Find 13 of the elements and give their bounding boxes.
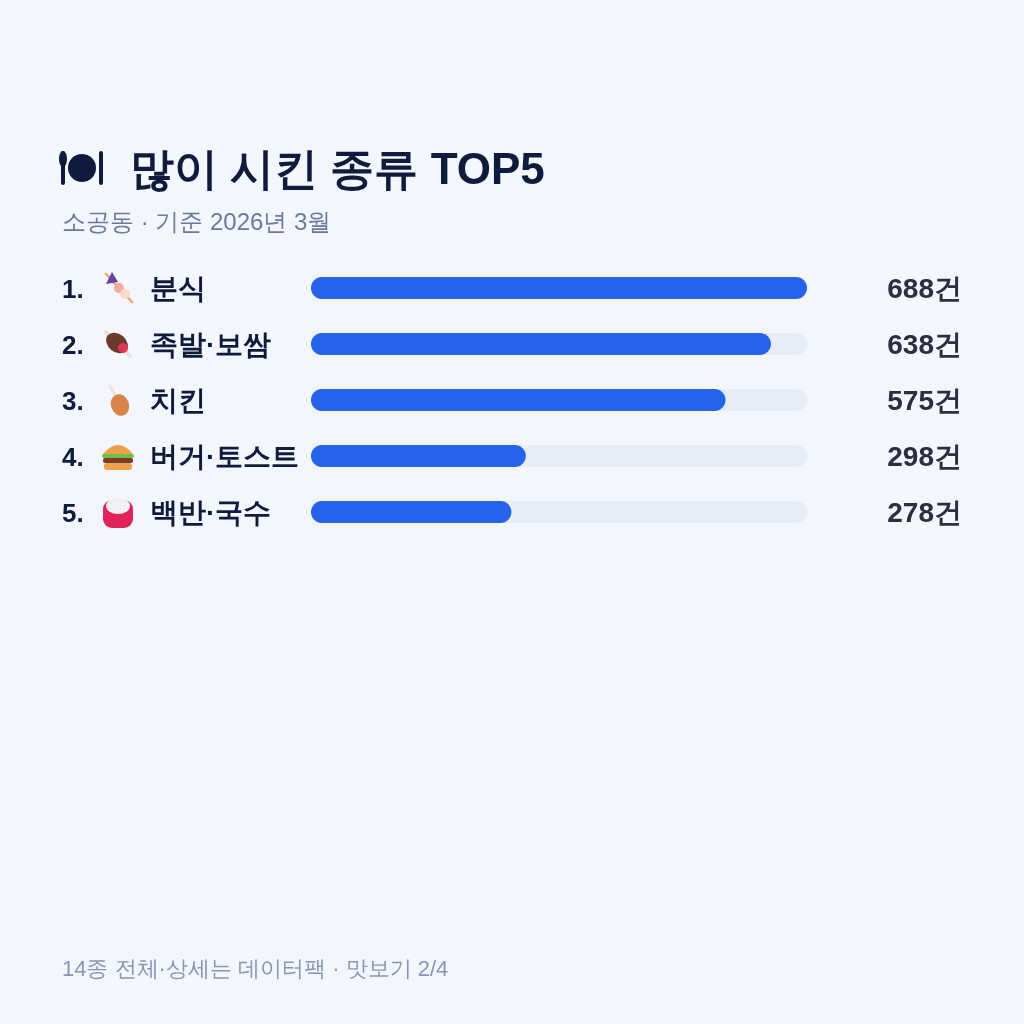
data-label: 575건 [887, 385, 962, 416]
data-label: 688건 [887, 273, 962, 304]
chart-subtitle: 소공동 · 기준 2026년 3월 [62, 208, 332, 235]
category-label: 2. 족발·보쌈 [62, 329, 272, 360]
category-label: 1. 분식 [62, 273, 206, 304]
data-label: 278건 [887, 497, 962, 528]
category-label: 5. 백반·국수 [62, 497, 272, 528]
data-label: 638건 [887, 329, 962, 360]
category-label: 3. 치킨 [62, 385, 206, 416]
category-label: 4. 버거·토스트 [62, 441, 300, 472]
data-label: 298건 [887, 441, 962, 472]
text: 14종 전체·상세는 데이터팩 · 맛보기 2/4 [62, 956, 449, 981]
chart-title: 많이 시킨 종류 TOP5 [130, 144, 545, 193]
